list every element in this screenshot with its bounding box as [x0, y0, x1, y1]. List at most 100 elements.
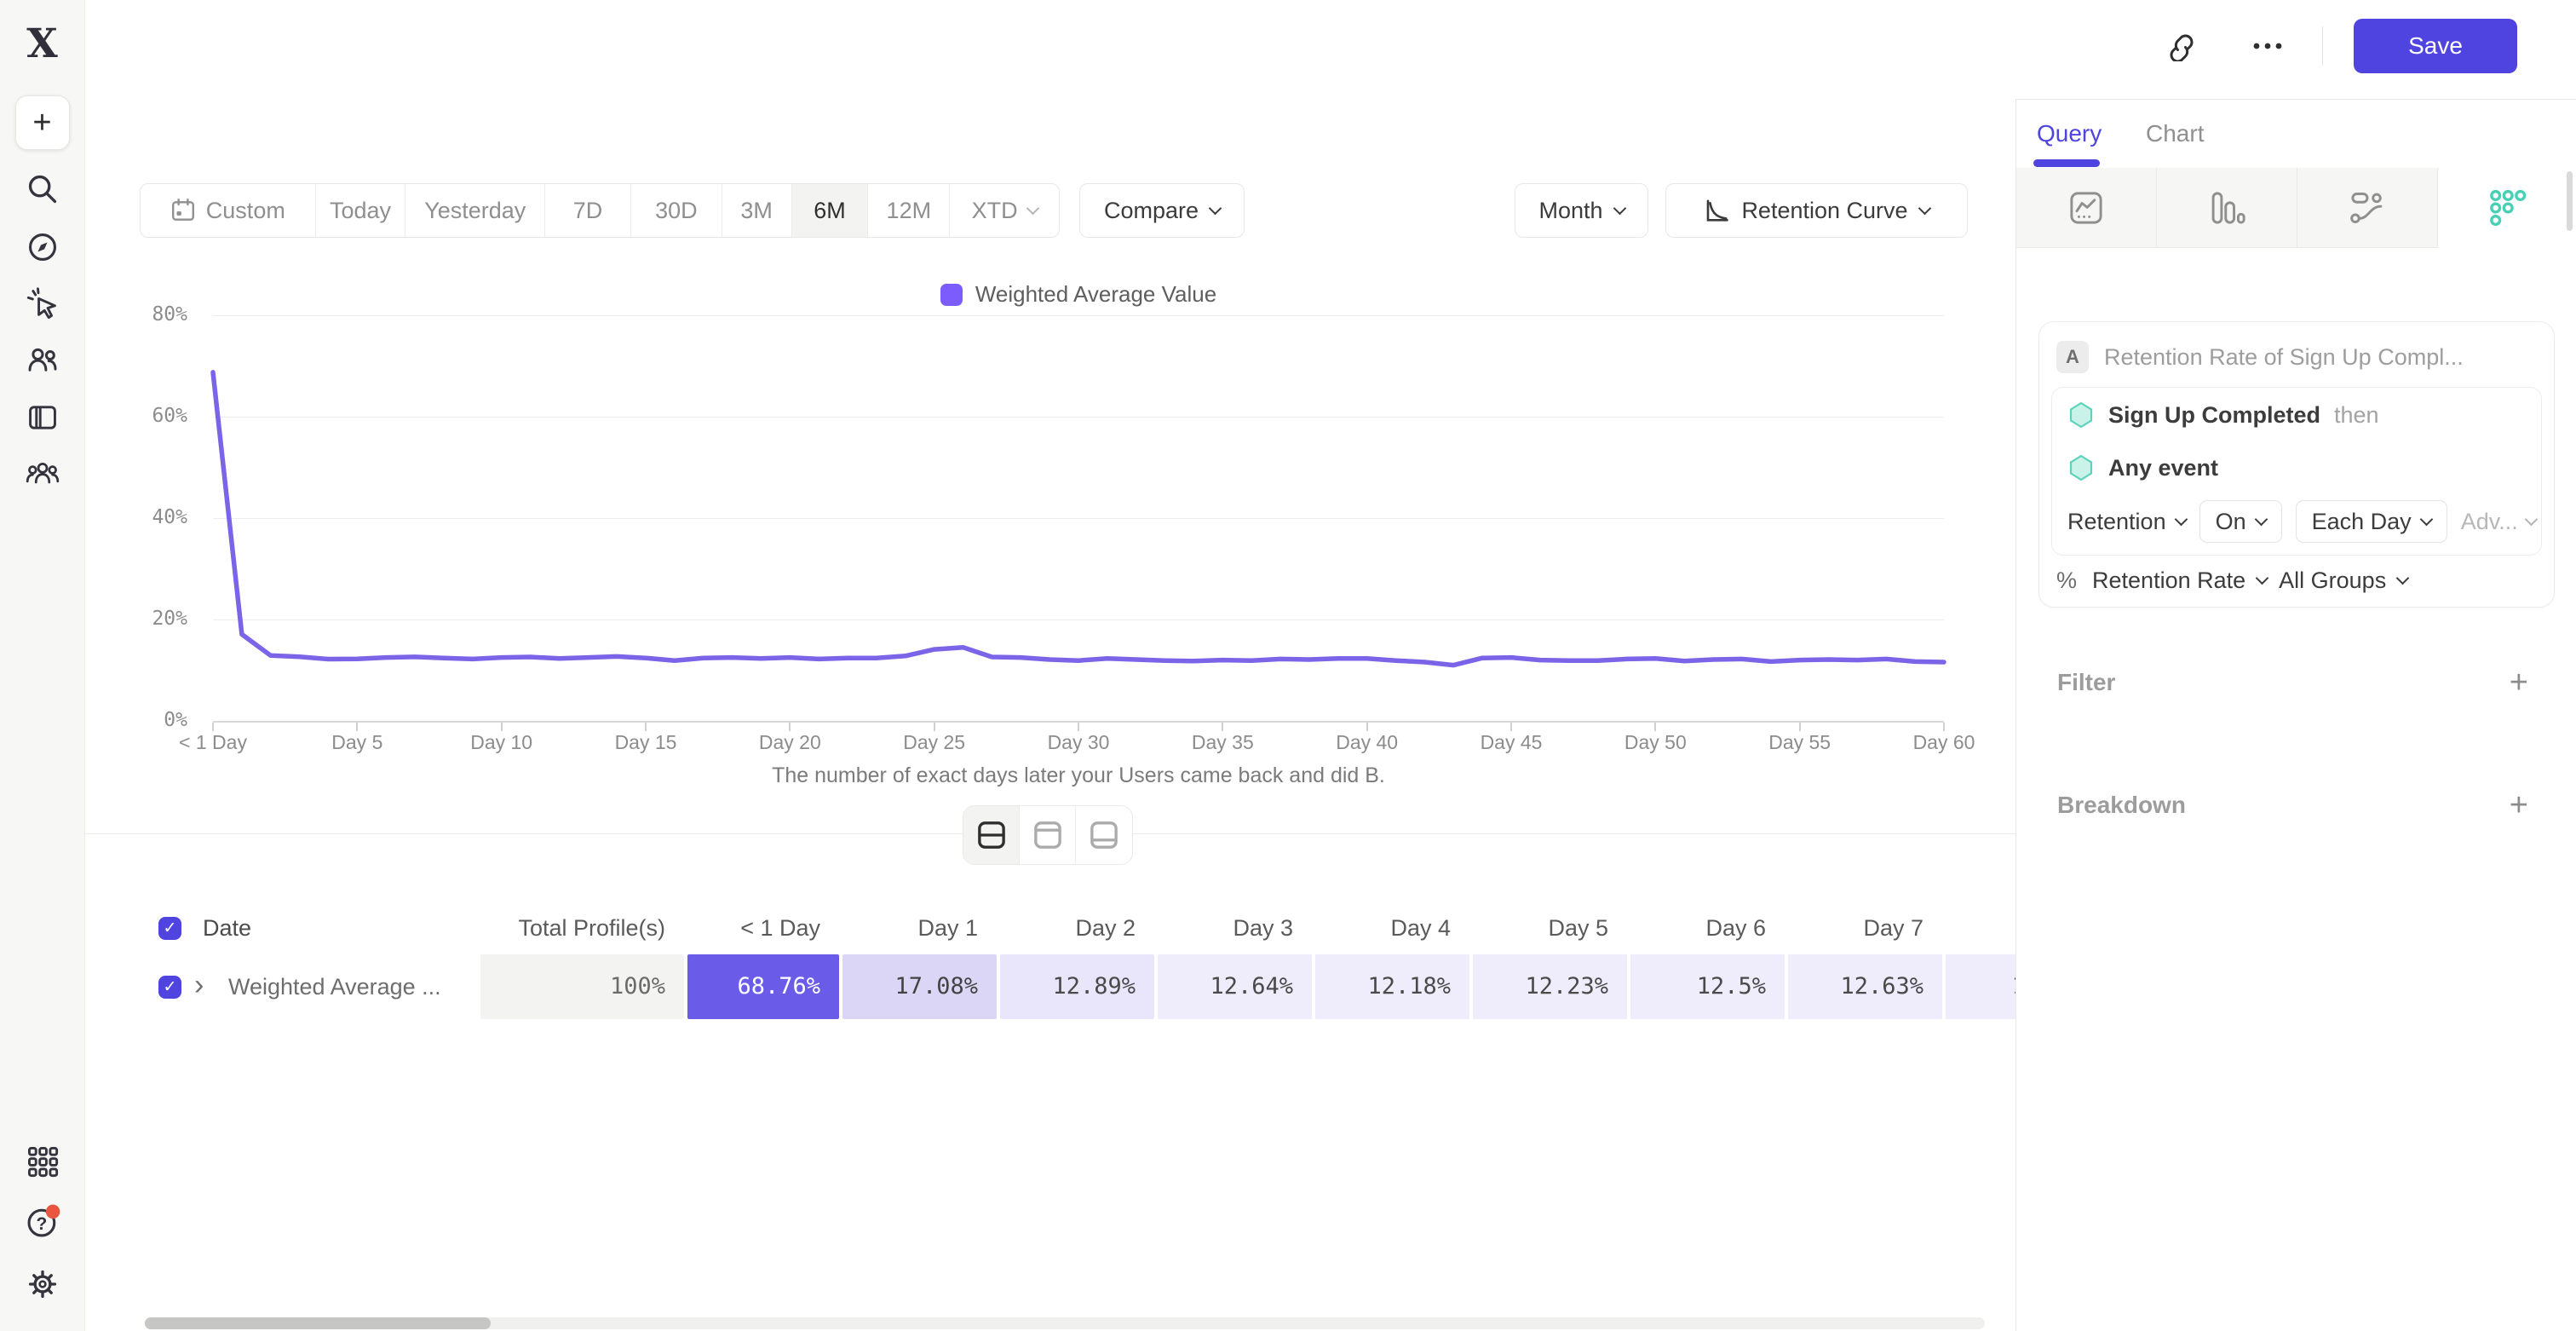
each-day-label: Each Day: [2311, 508, 2412, 534]
x-axis-tick: Day 45: [1480, 731, 1543, 753]
copy-link-icon[interactable]: [2164, 31, 2194, 61]
events-cursor-icon[interactable]: [26, 286, 60, 320]
x-axis-tick-mark: [645, 723, 647, 731]
layout-table-only-button[interactable]: [1076, 806, 1132, 864]
metric-name-dropdown[interactable]: Retention Rate: [2092, 568, 2246, 593]
range-today[interactable]: Today: [316, 184, 406, 237]
table-header-cell[interactable]: Day 6: [1705, 915, 1766, 941]
select-all-checkbox[interactable]: ✓: [158, 917, 181, 940]
retention-steps-box: Sign Up Completed then Any event Retenti…: [2051, 387, 2542, 556]
table-value-cell[interactable]: 100%: [480, 954, 684, 1019]
cohorts-group-icon[interactable]: [26, 457, 60, 491]
boards-icon[interactable]: [26, 400, 60, 435]
range-6m[interactable]: 6M: [791, 184, 869, 237]
range-7d[interactable]: 7D: [545, 184, 631, 237]
help-icon[interactable]: ?: [24, 1203, 61, 1241]
table-header-cell[interactable]: Total Profile(s): [518, 915, 665, 941]
table-header-date[interactable]: Date: [203, 915, 252, 941]
event-row-b[interactable]: Any event: [2067, 454, 2218, 481]
layout-split-button[interactable]: [963, 806, 1020, 864]
row-checkbox[interactable]: ✓: [158, 976, 181, 999]
search-icon[interactable]: [26, 172, 60, 206]
create-new-button[interactable]: +: [14, 95, 70, 150]
discover-compass-icon[interactable]: [26, 230, 60, 264]
each-day-dropdown[interactable]: Each Day: [2295, 500, 2447, 543]
event-row-a[interactable]: Sign Up Completed then: [2067, 401, 2379, 429]
table-header-cell[interactable]: Day 3: [1233, 915, 1293, 941]
range-yesterday[interactable]: Yesterday: [405, 184, 546, 237]
table-header-cell[interactable]: Day 7: [1863, 915, 1923, 941]
gridline: [213, 721, 1944, 723]
y-axis-tick: 0%: [164, 709, 187, 731]
event-b-label[interactable]: Any event: [2108, 454, 2219, 481]
x-axis-tick-mark: [1798, 723, 1801, 731]
table-header-cell[interactable]: Day 5: [1548, 915, 1608, 941]
add-filter-button[interactable]: +: [2509, 665, 2528, 700]
table-value-cell[interactable]: 12.23%: [1473, 954, 1627, 1019]
layout-toggle-group: [963, 805, 1133, 865]
range-xtd[interactable]: XTD: [950, 184, 1059, 237]
chart-type-dropdown[interactable]: Retention Curve: [1665, 183, 1968, 238]
granularity-dropdown[interactable]: Month: [1515, 183, 1648, 238]
chevron-down-icon: [2419, 512, 2433, 526]
report-type-insights-button[interactable]: [2016, 168, 2157, 248]
table-value-cell[interactable]: 12.4%: [1946, 954, 2015, 1019]
range-custom[interactable]: Custom: [141, 184, 316, 237]
x-axis-tick: Day 55: [1768, 731, 1831, 753]
range-label: XTD: [971, 197, 1018, 223]
filter-section: Filter +: [2057, 664, 2528, 701]
horizontal-scrollbar-thumb[interactable]: [145, 1317, 491, 1329]
retention-curve-icon: [1707, 199, 1729, 222]
users-icon[interactable]: [26, 343, 60, 377]
retention-controls-row: Retention On Each Day Adv...: [2067, 500, 2538, 543]
row-expand-chevron[interactable]: ›: [194, 969, 204, 1001]
horizontal-scrollbar-track[interactable]: [145, 1317, 1985, 1329]
compare-button[interactable]: Compare: [1079, 183, 1245, 238]
table-header-cell[interactable]: Day 2: [1075, 915, 1136, 941]
range-30d[interactable]: 30D: [631, 184, 722, 237]
calendar-icon: [171, 198, 194, 221]
table-header-cell[interactable]: Day 4: [1390, 915, 1451, 941]
table-value-cell[interactable]: 12.64%: [1158, 954, 1312, 1019]
x-axis-tick: < 1 Day: [179, 731, 247, 753]
layout-chart-only-button[interactable]: [1020, 806, 1076, 864]
table-row-label[interactable]: Weighted Average ...: [228, 974, 441, 1000]
retention-type-dropdown[interactable]: Retention: [2067, 509, 2188, 535]
report-type-funnels-button[interactable]: [2157, 168, 2297, 248]
settings-gear-icon[interactable]: [26, 1267, 60, 1301]
table-header-cell[interactable]: < 1 Day: [740, 915, 820, 941]
range-12m[interactable]: 12M: [868, 184, 951, 237]
add-breakdown-button[interactable]: +: [2509, 787, 2528, 823]
event-a-label[interactable]: Sign Up Completed: [2108, 401, 2320, 428]
groups-dropdown[interactable]: All Groups: [2279, 568, 2387, 593]
tab-query[interactable]: Query: [2037, 120, 2102, 147]
table-value-cell[interactable]: 68.76%: [687, 954, 839, 1019]
panel-scrollbar-thumb[interactable]: [2567, 171, 2573, 231]
query-name[interactable]: Retention Rate of Sign Up Compl...: [2104, 344, 2464, 370]
chart-legend: Weighted Average Value: [213, 281, 1944, 308]
range-label: 30D: [655, 197, 698, 223]
table-value-cell[interactable]: 12.63%: [1788, 954, 1942, 1019]
y-axis-tick: 60%: [152, 405, 187, 427]
compare-label: Compare: [1103, 197, 1199, 223]
advanced-dropdown[interactable]: Adv...: [2461, 509, 2538, 535]
table-header-cell[interactable]: Day 8: [1944, 903, 2015, 953]
report-type-retention-button[interactable]: [2438, 168, 2576, 248]
apps-grid-icon[interactable]: [26, 1144, 60, 1178]
range-3m[interactable]: 3M: [722, 184, 792, 237]
table-value-cell[interactable]: 17.08%: [842, 954, 997, 1019]
active-tab-underline: [2033, 159, 2100, 167]
save-button[interactable]: Save: [2354, 19, 2517, 73]
x-axis-tick-mark: [356, 723, 359, 731]
step-badge: A: [2056, 341, 2089, 373]
table-value-cell[interactable]: 12.89%: [1000, 954, 1154, 1019]
report-type-flows-button[interactable]: [2297, 168, 2438, 248]
on-dropdown[interactable]: On: [2199, 500, 2282, 543]
gridline: [213, 619, 1944, 620]
table-value-cell[interactable]: 12.18%: [1315, 954, 1469, 1019]
table-header-cell[interactable]: Day 1: [917, 915, 978, 941]
mixpanel-logo-icon[interactable]: X: [26, 20, 58, 67]
more-options-icon[interactable]: [2251, 40, 2285, 52]
tab-chart[interactable]: Chart: [2146, 120, 2205, 147]
table-value-cell[interactable]: 12.5%: [1630, 954, 1785, 1019]
